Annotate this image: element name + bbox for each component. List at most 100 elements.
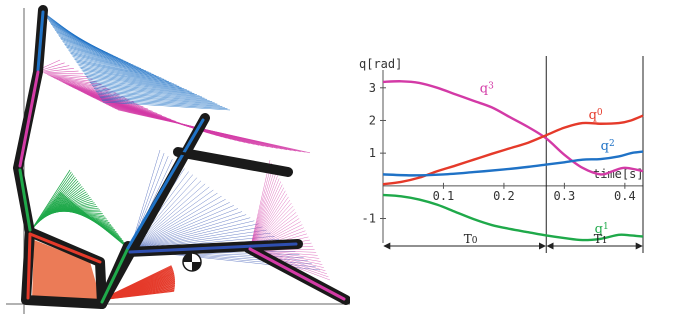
trace-line — [249, 172, 277, 251]
trace-line — [60, 80, 130, 101]
trace-line — [249, 159, 271, 251]
trace-line — [95, 91, 213, 102]
trace-line — [59, 36, 121, 60]
phase-label-T0: T0 — [464, 232, 478, 246]
link-magenta — [18, 70, 40, 168]
trace-line — [58, 34, 119, 59]
trace-line — [43, 70, 79, 74]
trace-line — [86, 77, 190, 92]
y-tick-label: 1 — [369, 146, 376, 160]
x-tick-label: 0.2 — [493, 189, 515, 203]
robot-motion-diagram — [6, 5, 350, 314]
trace-line — [129, 223, 259, 251]
series-line-q2 — [382, 150, 644, 177]
trace-line — [100, 98, 225, 108]
trace-line — [67, 48, 142, 69]
trace-line — [46, 74, 88, 77]
series-label-q3: q3 — [480, 82, 494, 97]
trace-line — [129, 217, 251, 251]
trace-line — [97, 94, 218, 105]
trace-line — [72, 55, 154, 75]
trace-line — [89, 81, 197, 95]
trace-line — [64, 43, 134, 66]
trace-line — [55, 78, 116, 93]
trace-line — [129, 208, 239, 251]
trace-line — [61, 39, 126, 62]
trace-line — [98, 95, 220, 106]
trace-line — [68, 49, 144, 70]
trace-line — [93, 87, 208, 100]
joint-angle-chart: q[rad] time[s] 0.1 0.2 0.3 0.4 3 2 1 -1 q3 q0 q2 q1… — [359, 56, 644, 253]
trace-line — [70, 52, 149, 73]
trace-line — [48, 74, 93, 80]
trace-line — [65, 45, 137, 67]
series-label-q2: q2 — [601, 139, 615, 154]
trace-line — [56, 31, 114, 56]
trace-line — [69, 51, 147, 72]
final-pose-colored-links — [18, 10, 346, 304]
trace-line — [29, 169, 71, 233]
link-magenta-tail — [248, 247, 346, 301]
trace-line — [129, 195, 222, 251]
trace-line — [129, 199, 226, 251]
trace-line — [42, 68, 74, 73]
link-red — [26, 232, 32, 300]
foot-link-fill — [32, 240, 102, 304]
trace-line — [249, 163, 272, 251]
series-label-q1: q1 — [595, 222, 609, 237]
y-axis-label: q[rad] — [359, 57, 402, 71]
trace-line — [249, 175, 278, 251]
trace-line — [249, 166, 274, 251]
series-line-q3 — [382, 80, 644, 176]
trace-line — [60, 37, 124, 61]
trace-line — [99, 97, 223, 107]
trace-line — [249, 187, 285, 251]
trace-line — [30, 171, 72, 232]
plot-area: 0.1 0.2 0.3 0.4 3 2 1 -1 q3 q0 q2 q1 T0 T1 — [362, 56, 644, 253]
trace-line — [57, 33, 116, 57]
trace-line — [249, 190, 286, 251]
trace-line — [78, 65, 170, 82]
trace-line — [101, 100, 228, 110]
trace-line — [63, 42, 131, 65]
center-of-mass-icon — [182, 252, 202, 272]
x-tick-label: 0.1 — [433, 189, 455, 203]
trace-line — [94, 89, 210, 101]
trace-line — [129, 214, 247, 251]
trace-line — [249, 181, 281, 251]
trace-line — [74, 58, 159, 78]
phase-label-T1: T1 — [594, 232, 608, 246]
trace-line — [249, 178, 280, 251]
trace-line — [71, 54, 152, 74]
y-tick-label: 2 — [369, 113, 376, 127]
motion-trace-layer — [29, 11, 331, 301]
trace-line — [77, 63, 167, 81]
trace-line — [82, 71, 180, 87]
trace-line — [80, 68, 175, 85]
trace-line — [102, 101, 231, 111]
trace-line — [92, 86, 205, 99]
trace-line — [51, 76, 102, 85]
link-green — [18, 168, 32, 232]
x-tick-label: 0.3 — [554, 189, 576, 203]
x-tick-label: 0.4 — [614, 189, 636, 203]
trace-line — [62, 40, 129, 63]
trace-line — [66, 46, 139, 68]
y-tick-label: 3 — [369, 81, 376, 95]
link-black-bar — [178, 151, 288, 174]
trace-line — [129, 211, 243, 251]
trace-line — [91, 84, 203, 98]
trace-line — [129, 205, 234, 251]
series-line-q1 — [382, 193, 644, 242]
link-navy-bar — [128, 242, 298, 254]
y-tick-label: -1 — [362, 211, 376, 225]
trace-line — [117, 109, 311, 154]
trace-line — [249, 193, 288, 251]
trace-line — [129, 202, 230, 251]
link-blue-arm — [126, 118, 205, 250]
trace-line — [79, 66, 172, 84]
trace-line — [59, 191, 131, 251]
trace-line — [90, 83, 200, 97]
trace-line — [87, 78, 192, 93]
trace-line — [83, 72, 182, 88]
